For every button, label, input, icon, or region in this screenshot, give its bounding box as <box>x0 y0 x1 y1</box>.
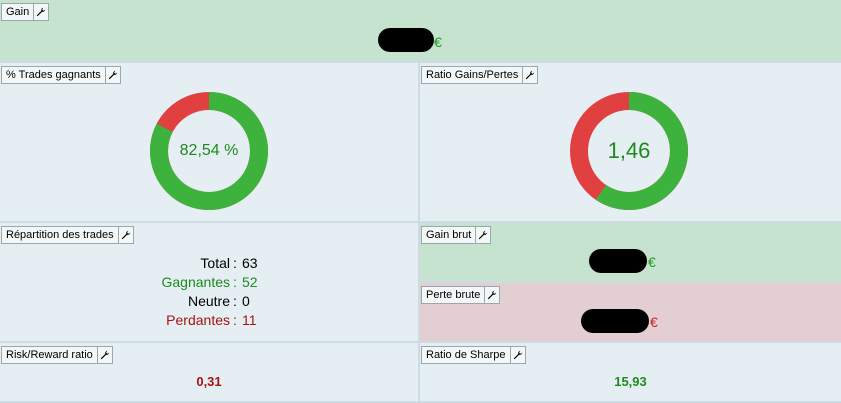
stat-label: Perdantes <box>166 312 230 328</box>
wrench-icon[interactable] <box>484 287 499 303</box>
gain-brut-panel: Gain brut € <box>420 223 841 281</box>
repartition-title: Répartition des trades <box>6 229 114 241</box>
stat-label: Total <box>200 255 230 271</box>
wrench-icon[interactable] <box>475 227 490 243</box>
perte-brute-value-redacted <box>581 309 649 333</box>
repartition-header: Répartition des trades <box>1 226 134 244</box>
ratio-title: Ratio Gains/Pertes <box>426 69 519 81</box>
sharpe-header: Ratio de Sharpe <box>421 346 526 364</box>
wrench-icon[interactable] <box>104 67 120 83</box>
perte-brute-panel: Perte brute € <box>420 283 841 341</box>
gain-brut-title: Gain brut <box>426 229 472 241</box>
risk-reward-value: 0,31 <box>196 374 222 389</box>
ratio-donut <box>570 92 688 210</box>
trades-pct-title: % Trades gagnants <box>6 69 101 81</box>
wrench-icon[interactable] <box>117 227 133 243</box>
gain-brut-header: Gain brut <box>421 226 492 244</box>
trades-pct-header: % Trades gagnants <box>1 66 121 84</box>
sharpe-value: 15,93 <box>614 374 647 389</box>
trades-pct-value: 82,54 % <box>179 142 239 159</box>
donut-win-arc <box>150 92 268 210</box>
wrench-icon[interactable] <box>33 4 48 20</box>
wrench-icon[interactable] <box>96 347 112 363</box>
stat-label: Gagnantes <box>161 274 231 290</box>
stat-gagnantes: Gagnantes:52 <box>130 273 258 292</box>
wrench-icon[interactable] <box>509 347 525 363</box>
gain-brut-currency: € <box>648 254 656 270</box>
sharpe-panel: Ratio de Sharpe 15,93 <box>420 343 841 401</box>
wrench-icon[interactable] <box>522 67 537 83</box>
risk-reward-title: Risk/Reward ratio <box>6 349 93 361</box>
stat-value: 52 <box>242 274 258 290</box>
repartition-panel: Répartition des trades Total:63 Gagnante… <box>0 223 418 341</box>
gain-panel: Gain € <box>0 0 841 61</box>
ratio-header: Ratio Gains/Pertes <box>421 66 539 84</box>
gain-title: Gain <box>6 6 30 18</box>
trades-pct-panel: % Trades gagnants 82,54 % <box>0 63 418 221</box>
stat-value: 0 <box>242 293 250 309</box>
gain-header: Gain <box>1 3 50 21</box>
repartition-stats: Total:63 Gagnantes:52 Neutre:0 Perdantes… <box>130 254 258 330</box>
ratio-value: 1,46 <box>607 138 651 163</box>
stat-neutre: Neutre:0 <box>130 292 258 311</box>
stat-total: Total:63 <box>130 254 258 273</box>
perte-brute-title: Perte brute <box>426 289 481 301</box>
sharpe-title: Ratio de Sharpe <box>426 349 506 361</box>
perte-brute-header: Perte brute <box>421 286 501 304</box>
stat-perdantes: Perdantes:11 <box>130 311 258 330</box>
donut-win-arc <box>570 92 688 210</box>
risk-reward-panel: Risk/Reward ratio 0,31 <box>0 343 418 401</box>
risk-reward-header: Risk/Reward ratio <box>1 346 113 364</box>
stat-label: Neutre <box>187 293 230 309</box>
gain-currency: € <box>434 34 442 50</box>
stat-value: 11 <box>242 312 257 328</box>
gain-value-redacted <box>378 28 434 52</box>
gain-brut-value-redacted <box>589 249 647 273</box>
trades-pct-donut <box>150 92 268 210</box>
stat-value: 63 <box>242 255 258 271</box>
ratio-panel: Ratio Gains/Pertes 1,46 <box>420 63 841 221</box>
perte-brute-currency: € <box>650 314 658 330</box>
